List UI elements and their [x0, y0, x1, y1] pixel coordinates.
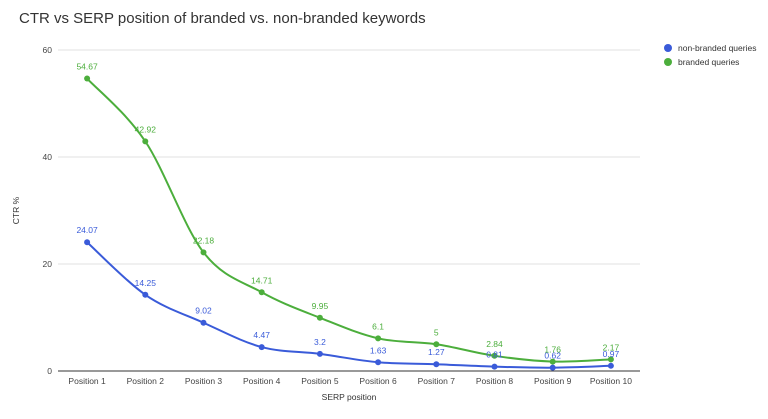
data-point[interactable] — [142, 291, 149, 298]
chart-title: CTR vs SERP position of branded vs. non-… — [19, 10, 426, 27]
data-point[interactable] — [200, 249, 207, 256]
data-label: 6.1 — [372, 321, 384, 331]
data-label: 2.84 — [486, 339, 503, 349]
data-point[interactable] — [491, 363, 498, 370]
data-point[interactable] — [607, 356, 614, 363]
legend-label: branded queries — [678, 57, 739, 67]
legend-item[interactable]: branded queries — [664, 57, 739, 67]
legend-item[interactable]: non-branded queries — [664, 43, 756, 53]
data-label: 1.63 — [370, 345, 387, 355]
x-axis-title: SERP position — [322, 392, 377, 402]
data-point[interactable] — [607, 362, 614, 369]
x-tick-label: Position 5 — [301, 376, 339, 386]
data-label: 1.27 — [428, 347, 445, 357]
axes: 0 20 40 60 Position 1 Position 2 Position 3 Pos… — [43, 45, 633, 386]
legend[interactable]: non-branded queries branded queries — [664, 43, 756, 67]
data-label: 4.47 — [253, 330, 270, 340]
data-point[interactable] — [84, 239, 91, 246]
data-label: 14.71 — [251, 275, 273, 285]
x-tick-label: Position 1 — [68, 376, 106, 386]
series-line — [86, 241, 611, 369]
data-label: 9.95 — [312, 301, 329, 311]
data-point[interactable] — [258, 344, 265, 351]
data-point[interactable] — [549, 358, 556, 365]
x-tick-label: Position 10 — [590, 376, 632, 386]
x-tick-label: Position 2 — [127, 376, 165, 386]
x-tick-label: Position 6 — [359, 376, 397, 386]
data-label: 9.02 — [195, 306, 212, 316]
legend-label: non-branded queries — [678, 43, 756, 53]
data-label: 1.76 — [544, 345, 561, 355]
data-point[interactable] — [142, 138, 149, 145]
gridlines — [58, 49, 640, 372]
data-label: 0.97 — [603, 349, 620, 359]
data-label: 22.18 — [193, 235, 215, 245]
y-tick-label: 20 — [43, 259, 53, 269]
data-point[interactable] — [375, 359, 382, 366]
data-label: 0.81 — [486, 350, 503, 360]
series-branded-queries — [84, 75, 614, 365]
data-point[interactable] — [433, 341, 440, 348]
data-point[interactable] — [200, 319, 207, 326]
data-label: 54.67 — [76, 62, 98, 72]
x-tick-label: Position 8 — [476, 376, 514, 386]
legend-swatch — [664, 58, 672, 66]
y-axis-title: CTR % — [11, 196, 21, 224]
x-tick-label: Position 3 — [185, 376, 223, 386]
data-label: 5 — [434, 327, 439, 337]
data-label: 42.92 — [135, 124, 157, 134]
data-point[interactable] — [375, 335, 382, 342]
x-tick-label: Position 9 — [534, 376, 572, 386]
data-point[interactable] — [549, 364, 556, 371]
legend-swatch — [664, 44, 672, 52]
data-point[interactable] — [491, 352, 498, 359]
y-tick-label: 0 — [47, 366, 52, 376]
data-labels: 24.07 14.25 9.02 4.47 3.2 1.63 1.27 0.81 0.62 0.9… — [76, 62, 619, 361]
data-point[interactable] — [84, 75, 91, 82]
data-point[interactable] — [316, 350, 323, 357]
data-point[interactable] — [316, 314, 323, 321]
data-label: 24.07 — [76, 225, 98, 235]
y-tick-label: 40 — [43, 152, 53, 162]
series-non-branded-queries — [84, 239, 614, 371]
data-label: 0.62 — [544, 351, 561, 361]
series-layer — [84, 75, 614, 371]
y-tick-label: 60 — [43, 45, 53, 55]
data-label: 2.17 — [603, 342, 620, 352]
x-tick-label: Position 4 — [243, 376, 281, 386]
x-tick-label: Position 7 — [418, 376, 456, 386]
data-label: 3.2 — [314, 337, 326, 347]
data-point[interactable] — [258, 289, 265, 296]
data-label: 14.25 — [135, 278, 157, 288]
series-line — [86, 77, 611, 363]
data-point[interactable] — [433, 361, 440, 368]
